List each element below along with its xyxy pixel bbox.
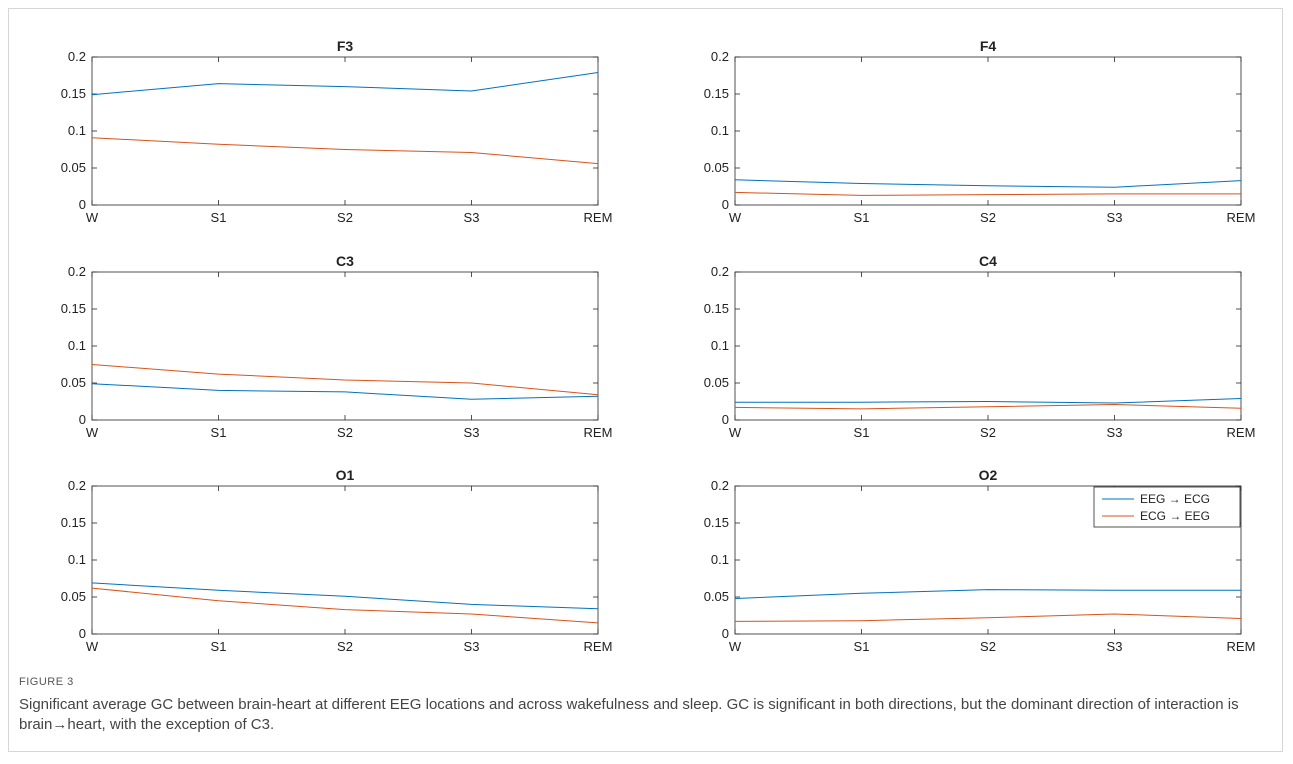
y-tick-label: 0	[722, 626, 729, 641]
panel-c4: C4 0 0.05 0.1 0.15 0.2 W S1 S2 S3 REM	[704, 253, 1256, 440]
panel-title: O1	[336, 467, 355, 483]
y-tick-label: 0.15	[704, 86, 729, 101]
y-tick-label: 0.15	[61, 515, 86, 530]
y-tick-label: 0.1	[68, 338, 86, 353]
axes-box	[91, 271, 599, 421]
panel-title: F4	[980, 38, 997, 54]
x-tick-label: W	[729, 425, 742, 440]
series-line-2	[91, 364, 599, 396]
panel-title: C3	[336, 253, 354, 269]
x-tick-label: S2	[337, 210, 353, 225]
x-tick-label: W	[86, 639, 99, 654]
y-tick-label: 0.1	[68, 123, 86, 138]
legend-label: ECG → EEG	[1140, 509, 1210, 523]
x-tick-label: S3	[1107, 639, 1123, 654]
y-tick-label: 0.1	[68, 552, 86, 567]
series-line-2	[91, 137, 599, 165]
x-tick-label: REM	[1227, 425, 1256, 440]
series-line-1	[735, 398, 1242, 404]
x-tick-label: W	[729, 210, 742, 225]
y-tick-label: 0.05	[704, 375, 729, 390]
y-tick-label: 0.2	[68, 478, 86, 493]
y-tick-label: 0.15	[704, 515, 729, 530]
x-tick-label: S3	[464, 425, 480, 440]
series-line-2	[734, 191, 1241, 196]
x-tick-label: S1	[211, 210, 227, 225]
y-tick-label: 0.1	[711, 338, 729, 353]
figure-label: FIGURE 3	[19, 676, 74, 688]
axes-box	[734, 271, 1242, 421]
x-tick-label: S1	[854, 425, 870, 440]
panel-c3: C3 0 0.05 0.1 0.15 0.2 W S1 S2 S3 REM	[61, 253, 613, 440]
x-tick-label: S1	[211, 639, 227, 654]
y-tick-label: 0	[79, 626, 86, 641]
figure-container: F3 0 0.05 0.1 0.15 0.2 W S1 S2 S3 REM F4 0 0.05 0.1 0.1…	[8, 8, 1283, 752]
x-tick-label: REM	[584, 210, 613, 225]
panel-f3: F3 0 0.05 0.1 0.15 0.2 W S1 S2 S3 REM	[61, 38, 613, 225]
y-tick-label: 0.15	[61, 301, 86, 316]
axes-box	[91, 485, 599, 635]
y-tick-label: 0.05	[61, 375, 86, 390]
panel-o1: O1 0 0.05 0.1 0.15 0.2 W S1 S2 S3 REM	[61, 467, 613, 654]
axes-box	[734, 56, 1242, 206]
series-line-1	[91, 72, 599, 96]
x-tick-label: REM	[584, 639, 613, 654]
x-tick-label: S1	[854, 639, 870, 654]
x-tick-label: S2	[337, 639, 353, 654]
y-tick-label: 0.05	[61, 589, 86, 604]
x-tick-label: S3	[1107, 425, 1123, 440]
x-tick-label: W	[86, 425, 99, 440]
y-tick-label: 0.15	[704, 301, 729, 316]
y-tick-label: 0	[722, 197, 729, 212]
legend-box	[1093, 486, 1241, 528]
y-tick-label: 0.1	[711, 552, 729, 567]
x-tick-label: W	[729, 639, 742, 654]
panel-f4: F4 0 0.05 0.1 0.15 0.2 W S1 S2 S3 REM	[704, 38, 1256, 225]
y-tick-label: 0.2	[68, 264, 86, 279]
x-tick-label: S2	[980, 210, 996, 225]
y-tick-label: 0.2	[711, 478, 729, 493]
x-tick-label: S1	[211, 425, 227, 440]
y-tick-label: 0.2	[711, 264, 729, 279]
series-line-1	[734, 179, 1242, 188]
x-tick-label: S2	[337, 425, 353, 440]
panel-o2: O2 0 0.05 0.1 0.15 0.2 W S1 S2 S3 REM EEG → ECG ECG …	[704, 467, 1256, 654]
series-line-2	[734, 613, 1242, 622]
x-tick-label: S3	[1107, 210, 1123, 225]
x-tick-label: W	[86, 210, 99, 225]
x-tick-label: REM	[1227, 210, 1256, 225]
x-tick-label: REM	[1227, 639, 1256, 654]
series-line-2	[734, 403, 1242, 410]
y-tick-label: 0.05	[704, 160, 729, 175]
x-tick-label: S1	[854, 210, 870, 225]
series-line-1	[734, 589, 1241, 599]
y-tick-label: 0.05	[61, 160, 86, 175]
series-line-2	[91, 587, 599, 624]
panel-title: C4	[979, 253, 997, 269]
x-tick-label: S2	[980, 639, 996, 654]
x-tick-label: S3	[464, 210, 480, 225]
y-tick-label: 0.2	[711, 49, 729, 64]
figure-caption: Significant average GC between brain-hea…	[19, 696, 1239, 733]
x-tick-label: S3	[464, 639, 480, 654]
figure-plots: F3 0 0.05 0.1 0.15 0.2 W S1 S2 S3 REM F4 0 0.05 0.1 0.1…	[61, 38, 1256, 654]
legend-label: EEG → ECG	[1140, 492, 1210, 506]
y-tick-label: 0.2	[68, 49, 86, 64]
y-tick-label: 0	[79, 197, 86, 212]
y-tick-label: 0.1	[711, 123, 729, 138]
y-tick-label: 0.15	[61, 86, 86, 101]
panel-title: F3	[337, 38, 354, 54]
y-tick-label: 0	[79, 412, 86, 427]
series-line-1	[91, 383, 599, 400]
panel-title: O2	[979, 467, 998, 483]
axes-box	[91, 56, 599, 206]
x-tick-label: REM	[584, 425, 613, 440]
y-tick-label: 0.05	[704, 589, 729, 604]
y-tick-label: 0	[722, 412, 729, 427]
x-tick-label: S2	[980, 425, 996, 440]
series-line-1	[91, 582, 599, 610]
